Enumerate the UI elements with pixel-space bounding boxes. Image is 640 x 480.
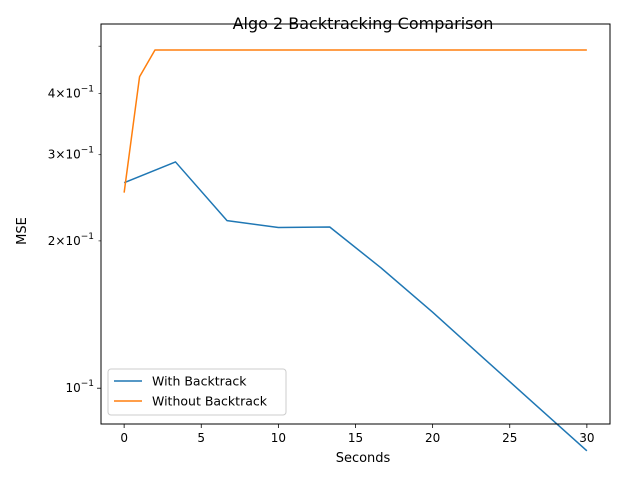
y-tick-label: 4×10−1 — [48, 85, 94, 101]
series-line-1 — [123, 161, 588, 452]
x-tick-label: 5 — [197, 431, 205, 445]
x-tick-label: 20 — [425, 431, 440, 445]
x-axis-label: Seconds — [336, 451, 391, 466]
legend-label-1: With Backtrack — [152, 374, 247, 389]
series-line-2 — [123, 49, 587, 193]
x-tick-label: 15 — [348, 431, 363, 445]
y-axis-label: MSE — [15, 217, 30, 245]
x-tick-label: 10 — [271, 431, 286, 445]
plot-lines — [123, 49, 588, 452]
legend-box — [107, 368, 287, 416]
plot-frame — [100, 23, 611, 425]
y-tick-label: 2×10−1 — [48, 232, 94, 248]
y-tick-label: 3×10−1 — [48, 146, 94, 162]
y-tick-label: 10−1 — [65, 379, 94, 395]
x-tick-label: 25 — [502, 431, 517, 445]
x-tick-label: 30 — [579, 431, 594, 445]
x-tick-label: 0 — [120, 431, 128, 445]
legend-label-2: Without Backtrack — [152, 394, 268, 409]
legend: With Backtrack Without Backtrack — [107, 368, 287, 416]
x-axis-ticks: 0 5 10 15 20 25 30 — [120, 424, 595, 445]
y-axis-ticks: 10−1 2×10−1 3×10−1 4×10−1 — [48, 45, 101, 395]
